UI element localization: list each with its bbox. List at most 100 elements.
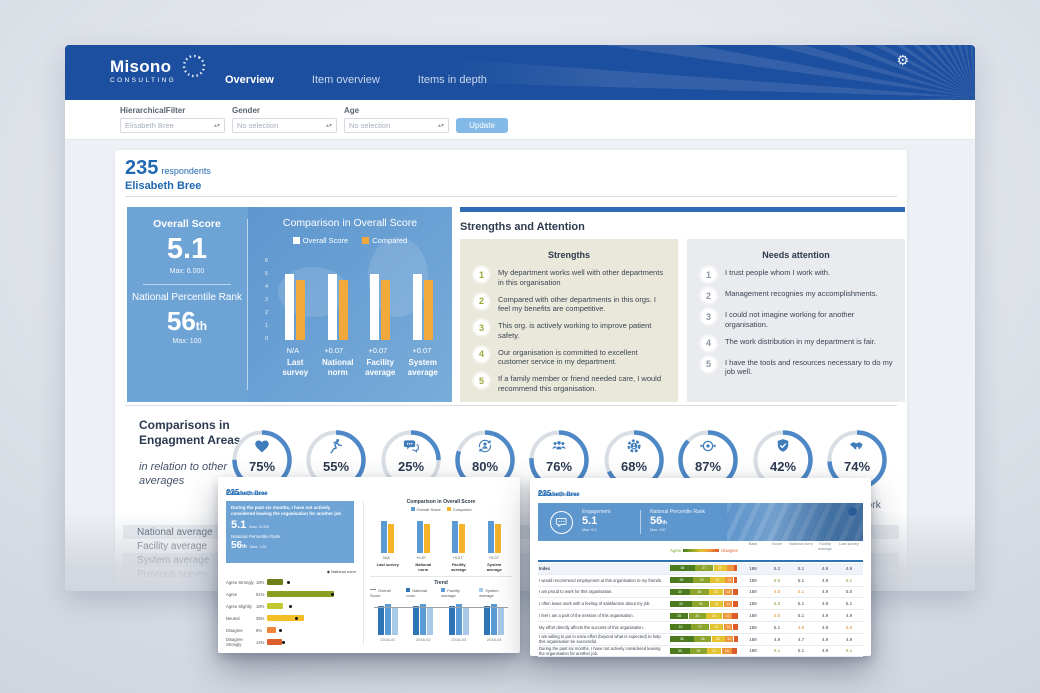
- banner-photo-decoration: [726, 503, 863, 541]
- header-sunburst-decoration: [447, 45, 975, 100]
- legend-item: Compared: [446, 507, 471, 512]
- filter-field-age: Age No selection ▴▾: [344, 106, 449, 133]
- trend-bar: [377, 606, 384, 636]
- bar-segment: 20: [713, 565, 727, 572]
- select-arrows-icon: ▴▾: [437, 123, 444, 129]
- delta-label: N/A: [383, 555, 390, 560]
- needs-attention-panel: Needs attention 1 I trust people whom I w…: [687, 239, 905, 402]
- comparison-deltas: N/A +0.07 +0.07 +0.07: [274, 346, 444, 355]
- overall-score-bar: [370, 273, 380, 340]
- comparison-chart-legend: Overall Score Compared: [248, 236, 452, 245]
- category-label: System average: [407, 358, 438, 377]
- legend-swatch: [479, 588, 484, 593]
- strengths-header: Strengths: [547, 250, 590, 260]
- overall-score-box: Overall Score 5.1 Max: 6.000 National Pe…: [127, 207, 247, 402]
- mini-comparison-plot: [370, 515, 512, 553]
- bar-segment: 21: [709, 600, 724, 607]
- logo-text: Misono: [110, 57, 172, 76]
- tab-item-overview[interactable]: Item overview: [311, 73, 380, 86]
- mini-comparison-deltas: N/A +0.07 +0.07 +0.07: [370, 555, 512, 560]
- filter-value: No selection: [237, 121, 279, 130]
- logo-subtext: CONSULTING: [110, 77, 177, 84]
- value-cell: 4.9: [797, 624, 805, 630]
- trend-categories: 2016-01 2016-02 2016-03 2016-04: [370, 637, 512, 642]
- item-detail-thumbnail-window[interactable]: 235 respondents Elisabeth Bree During the…: [218, 477, 520, 653]
- trend-category: 2016-02: [415, 637, 431, 643]
- table-row: I am proud to work for this organisation…: [538, 587, 863, 599]
- item-number: 4: [474, 346, 489, 362]
- overall-bar: [487, 520, 494, 553]
- chat-icon: [402, 437, 420, 455]
- percentile-rank-label: National Percentile Rank: [231, 534, 281, 540]
- bar-segment: [734, 565, 738, 572]
- filter-select-hierarchicalfilter[interactable]: Elisabeth Bree ▴▾: [120, 118, 225, 133]
- average-row-label: National average: [137, 526, 213, 538]
- likert-bar: [267, 603, 284, 609]
- strengths-attention-section: Strengths and Attention Strengths 1 My de…: [460, 207, 905, 402]
- bar-segment: 38: [670, 565, 695, 572]
- engagement-subtitle: in relation to other averages: [139, 461, 228, 488]
- legend-line: [370, 589, 376, 591]
- likert-bar: [267, 579, 284, 585]
- overall-bar: [416, 520, 423, 553]
- scale-gradient: [683, 549, 720, 552]
- row-values: 188 5.0 5.1 4.9 4.9: [741, 613, 861, 618]
- bar-segment: 14: [722, 612, 732, 619]
- value-cell: 188: [749, 565, 757, 571]
- trend-title: Trend: [434, 580, 448, 587]
- item-text: The work distribution in my department i…: [725, 336, 876, 346]
- cycle-icon: [476, 437, 494, 455]
- filter-select-age[interactable]: No selection ▴▾: [344, 118, 449, 133]
- divider: [640, 510, 641, 534]
- agree-disagree-scale: Agree Disagree: [670, 548, 738, 553]
- row-label: I am willing to put in extra effort (bey…: [539, 634, 661, 645]
- distribution-bar: 30 25 22 15: [670, 647, 738, 654]
- comparison-categories: Last survey National norm Facility average…: [274, 358, 444, 378]
- legend-swatch: [441, 588, 446, 593]
- value-cell: 4.9: [821, 565, 829, 571]
- category-label: National norm: [321, 358, 354, 377]
- likert-bar: [267, 615, 305, 621]
- average-row-label: System average: [137, 554, 210, 566]
- bar-segment: 13: [723, 624, 733, 631]
- list-item: 1 My department works well with other dep…: [460, 264, 678, 291]
- bar-segment: 25: [690, 647, 707, 654]
- filter-select-gender[interactable]: No selection ▴▾: [232, 118, 337, 133]
- bar-segment: [732, 600, 738, 607]
- shield-icon: [774, 437, 792, 455]
- likert-label: Disagree: [226, 627, 243, 633]
- list-item: 5 If a family member or friend needed car…: [460, 370, 678, 397]
- overall-score-bar: [327, 273, 337, 340]
- filter-value: No selection: [349, 121, 391, 130]
- value-cell: 5.1: [797, 648, 805, 654]
- filter-fields: HierarchicalFilter Elisabeth Bree ▴▾ Gender…: [120, 106, 456, 133]
- divider: [143, 284, 231, 285]
- compared-bar: [423, 523, 430, 553]
- needs-attention-header: Needs attention: [762, 250, 830, 260]
- percentile-metric: National Percentile Rank 56th Max: 100: [650, 509, 706, 533]
- distribution-bar: 38 27 20: [670, 565, 738, 572]
- likert-bar: [267, 591, 334, 597]
- update-button[interactable]: Update: [456, 118, 508, 133]
- item-text: My department works well with other depa…: [498, 268, 664, 287]
- tab-overview[interactable]: Overview: [225, 73, 274, 86]
- handshake-icon: [848, 437, 866, 455]
- bar-segment: 15: [721, 647, 732, 654]
- comparison-y-axis: 6 5 4 3 2 1 0: [260, 258, 268, 342]
- likert-label: Agree Slightly: [226, 603, 252, 609]
- legend-swatch: [410, 507, 415, 511]
- runner-icon: [327, 437, 345, 455]
- tab-items-in-depth[interactable]: Items in depth: [417, 73, 487, 86]
- bar-segment: 32: [670, 624, 691, 631]
- item-table-thumbnail-window[interactable]: 235 respondents Elisabeth Bree Engagement…: [530, 478, 871, 658]
- value-cell: 5.1: [845, 601, 853, 607]
- likert-label: Agree Strongly: [226, 579, 254, 585]
- needs-list: 1 I trust people whom I work with. 2 Manage…: [687, 264, 905, 380]
- gauge-percent: 87%: [694, 459, 722, 474]
- item-text: This org. is actively working to improve…: [498, 321, 652, 340]
- delta-label: +0.07: [416, 555, 427, 560]
- divider: [247, 219, 248, 390]
- row-values: 188 5.1 4.9 4.9 5.0: [741, 625, 861, 630]
- table-row: I often leave work with a feeling of sat…: [538, 598, 863, 611]
- settings-gear-icon[interactable]: ⚙: [896, 52, 909, 68]
